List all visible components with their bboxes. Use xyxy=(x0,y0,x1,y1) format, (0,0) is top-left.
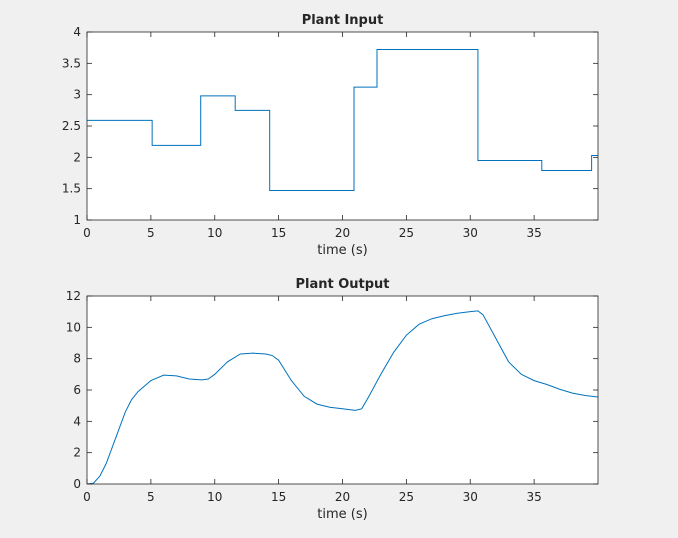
plant-input-y-tick-label: 3.5 xyxy=(62,56,81,70)
plant-output-y-tick-label: 6 xyxy=(73,383,81,397)
plant-input-y-tick-label: 2.5 xyxy=(62,119,81,133)
plant-output-series-line xyxy=(87,310,598,484)
plant-input-y-tick-label: 4 xyxy=(73,25,81,39)
plant-input-y-tick-label: 1.5 xyxy=(62,182,81,196)
plant-output-x-tick-label: 0 xyxy=(83,490,91,504)
plant-input-x-tick-label: 35 xyxy=(526,226,541,240)
plant-output-y-tick-label: 0 xyxy=(73,477,81,491)
plant-output-y-tick-label: 12 xyxy=(66,289,81,303)
plant-output-y-tick-label: 2 xyxy=(73,446,81,460)
plant-output-y-tick-label: 4 xyxy=(73,414,81,428)
plant-input-y-tick-label: 3 xyxy=(73,88,81,102)
plant-input-title: Plant Input xyxy=(302,13,384,28)
plant-input-x-tick-label: 0 xyxy=(83,226,91,240)
plant-output-axes: 0 5 10 15 20 25 30 35 0 2 4 6 8 10 12 Plant Output time … xyxy=(66,277,599,522)
plant-input-y-tick-label: 1 xyxy=(73,213,81,227)
plant-output-x-tick-label: 30 xyxy=(463,490,478,504)
plant-input-x-tick-label: 20 xyxy=(335,226,350,240)
plant-input-series-line xyxy=(87,49,598,192)
plant-output-title: Plant Output xyxy=(295,277,389,292)
plant-output-x-axis-label: time (s) xyxy=(317,507,367,522)
plant-output-x-tick-label: 35 xyxy=(526,490,541,504)
plant-input-x-tick-label: 15 xyxy=(271,226,286,240)
plant-output-x-tick-label: 25 xyxy=(399,490,414,504)
plant-output-x-tick-label: 15 xyxy=(271,490,286,504)
plant-input-x-tick-label: 10 xyxy=(207,226,222,240)
plant-output-y-tick-label: 10 xyxy=(66,320,81,334)
plant-input-axes: 0 5 10 15 20 25 30 35 1 1.5 2 2.5 3 3.5 4 Plant Input ti… xyxy=(62,13,599,258)
plant-input-x-tick-label: 30 xyxy=(463,226,478,240)
plant-output-x-tick-label: 5 xyxy=(147,490,155,504)
plant-input-x-axis-label: time (s) xyxy=(317,243,367,258)
plant-output-y-tick-label: 8 xyxy=(73,352,81,366)
plant-input-x-tick-label: 5 xyxy=(147,226,155,240)
plant-output-plot-area xyxy=(87,296,598,484)
plant-output-x-tick-label: 10 xyxy=(207,490,222,504)
plant-input-plot-area xyxy=(87,32,598,220)
plant-input-x-tick-label: 25 xyxy=(399,226,414,240)
plant-input-y-tick-label: 2 xyxy=(73,150,81,164)
plant-output-x-tick-label: 20 xyxy=(335,490,350,504)
